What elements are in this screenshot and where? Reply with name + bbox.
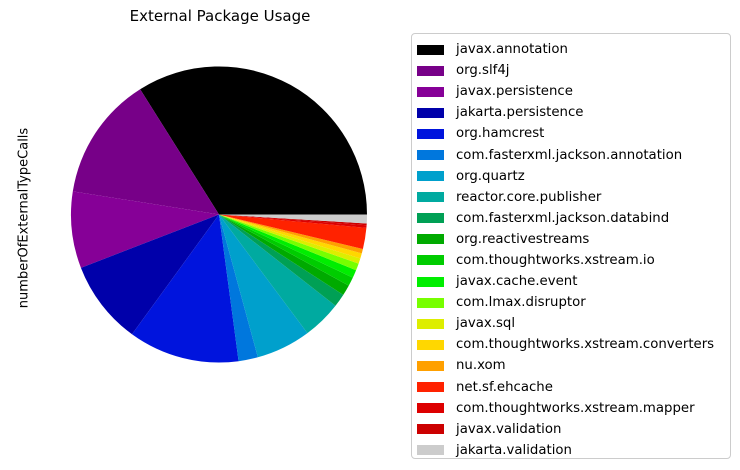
pie-chart xyxy=(70,66,367,363)
legend-swatch xyxy=(417,192,444,203)
pie-slice-6 xyxy=(219,214,308,358)
legend-label: com.thoughtworks.xstream.mapper xyxy=(456,400,695,416)
legend-item: org.reactivestreams xyxy=(417,229,730,250)
legend-swatch xyxy=(417,445,444,456)
legend-item: com.lmax.disruptor xyxy=(417,292,730,313)
legend-label: com.fasterxml.jackson.databind xyxy=(456,210,670,226)
legend-label: nu.xom xyxy=(456,358,506,374)
legend-swatch xyxy=(417,403,444,414)
legend-item: javax.validation xyxy=(417,419,730,440)
legend-swatch xyxy=(417,213,444,224)
legend-swatch xyxy=(417,339,444,350)
pie-slice-17 xyxy=(219,214,367,228)
legend-swatch xyxy=(417,128,444,139)
legend-item: jakarta.validation xyxy=(417,440,730,461)
legend-swatch xyxy=(417,360,444,371)
pie-slice-3 xyxy=(80,214,219,335)
pie-slice-7 xyxy=(219,214,336,334)
legend-label: jakarta.persistence xyxy=(456,105,584,121)
pie-slice-15 xyxy=(219,214,363,254)
legend-label: javax.validation xyxy=(456,421,562,437)
legend-swatch xyxy=(417,44,444,55)
legend-swatch xyxy=(417,297,444,308)
pie-slice-4 xyxy=(132,214,239,363)
legend-label: com.lmax.disruptor xyxy=(456,295,586,311)
legend-swatch xyxy=(417,65,444,76)
legend-item: javax.sql xyxy=(417,313,730,334)
pie-slice-5 xyxy=(219,214,258,362)
pie-slice-19 xyxy=(219,214,367,224)
legend-swatch xyxy=(417,276,444,287)
legend-swatch xyxy=(417,86,444,97)
legend-item: javax.annotation xyxy=(417,39,730,60)
legend-swatch xyxy=(417,424,444,435)
pie-slice-16 xyxy=(219,214,367,250)
legend-item: com.thoughtworks.xstream.mapper xyxy=(417,398,730,419)
legend-item: com.thoughtworks.xstream.converters xyxy=(417,334,730,355)
legend-item: javax.cache.event xyxy=(417,271,730,292)
legend-item: com.fasterxml.jackson.annotation xyxy=(417,144,730,165)
pie-slice-18 xyxy=(219,214,367,226)
legend-swatch xyxy=(417,318,444,329)
legend-item: net.sf.ehcache xyxy=(417,377,730,398)
legend-label: org.slf4j xyxy=(456,63,510,79)
legend-swatch xyxy=(417,171,444,182)
legend-swatch xyxy=(417,255,444,266)
legend-item: org.hamcrest xyxy=(417,123,730,144)
pie-slice-0 xyxy=(140,66,367,215)
legend-label: org.reactivestreams xyxy=(456,231,590,247)
legend-label: com.fasterxml.jackson.annotation xyxy=(456,147,683,163)
legend-swatch xyxy=(417,107,444,118)
legend-label: javax.annotation xyxy=(456,42,568,58)
pie-slice-11 xyxy=(219,214,357,278)
legend-item: com.thoughtworks.xstream.io xyxy=(417,250,730,271)
pie-slice-10 xyxy=(219,214,353,286)
legend-item: javax.persistence xyxy=(417,81,730,102)
legend-label: com.thoughtworks.xstream.converters xyxy=(456,337,715,353)
pie-slice-14 xyxy=(219,214,362,259)
legend-label: reactor.core.publisher xyxy=(456,189,602,205)
pie-slice-8 xyxy=(219,214,344,306)
chart-title: External Package Usage xyxy=(129,7,311,25)
legend-swatch xyxy=(417,150,444,161)
legend-item: org.quartz xyxy=(417,166,730,187)
pie-slice-13 xyxy=(219,214,361,264)
pie-slice-12 xyxy=(219,214,359,271)
legend-item: reactor.core.publisher xyxy=(417,187,730,208)
legend-label: net.sf.ehcache xyxy=(456,379,553,395)
legend-label: org.hamcrest xyxy=(456,126,545,142)
legend-label: org.quartz xyxy=(456,168,525,184)
legend-item: jakarta.persistence xyxy=(417,102,730,123)
legend-item: org.slf4j xyxy=(417,60,730,81)
legend-label: javax.sql xyxy=(456,316,516,332)
legend-label: javax.cache.event xyxy=(456,274,578,290)
pie-slice-9 xyxy=(219,214,349,295)
pie-slice-1 xyxy=(72,89,219,215)
legend: javax.annotation org.slf4j javax.persisten… xyxy=(411,33,731,459)
legend-swatch xyxy=(417,382,444,393)
legend-label: javax.persistence xyxy=(456,84,573,100)
legend-label: com.thoughtworks.xstream.io xyxy=(456,252,655,268)
legend-item: nu.xom xyxy=(417,355,730,376)
legend-item: com.fasterxml.jackson.databind xyxy=(417,208,730,229)
legend-swatch xyxy=(417,234,444,245)
legend-label: jakarta.validation xyxy=(456,442,572,458)
pie-slice-2 xyxy=(70,191,219,268)
